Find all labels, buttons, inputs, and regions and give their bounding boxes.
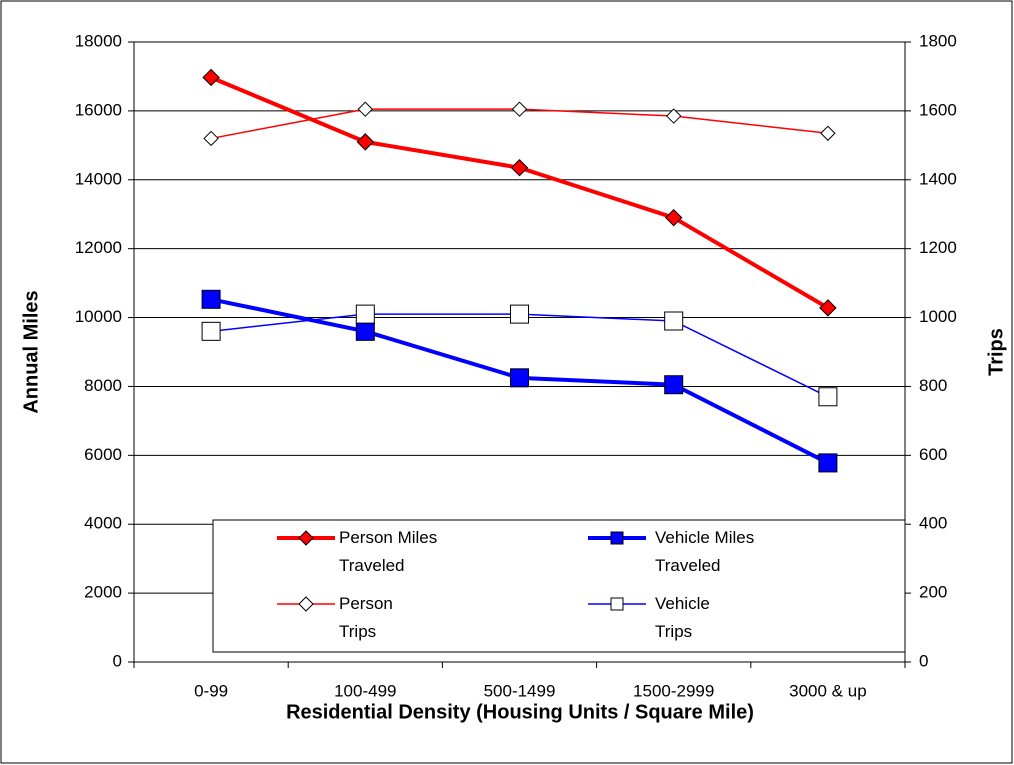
x-tick-label: 1500-2999 — [633, 681, 714, 700]
y-tick-label: 8000 — [84, 376, 122, 395]
y2-axis-title: Trips — [985, 328, 1007, 376]
y-tick-label: 2000 — [84, 583, 122, 602]
marker — [820, 125, 836, 141]
legend-marker — [610, 597, 624, 611]
marker — [819, 299, 837, 317]
marker — [203, 130, 219, 147]
x-tick-label: 3000 & up — [789, 681, 867, 700]
y-tick-label: 0 — [113, 651, 122, 670]
legend-label: Vehicle Trips — [655, 594, 710, 641]
y2-tick-label: 800 — [919, 376, 947, 395]
marker — [201, 321, 221, 341]
marker — [357, 101, 374, 117]
marker — [818, 387, 838, 407]
y-tick-label: 12000 — [75, 238, 122, 257]
y-tick-label: 10000 — [75, 307, 122, 326]
legend-label: Person Miles Traveled — [339, 528, 438, 575]
marker — [510, 368, 529, 388]
plot-frame — [133, 41, 906, 663]
y-tick-label: 16000 — [75, 100, 122, 119]
marker — [356, 133, 375, 151]
marker — [665, 108, 682, 124]
x-tick-label: 500-1499 — [484, 681, 556, 700]
legend-marker — [298, 596, 314, 612]
marker — [511, 101, 528, 117]
marker — [202, 68, 220, 87]
y-tick-label: 14000 — [75, 169, 122, 188]
legend-marker — [298, 530, 314, 546]
y2-tick-label: 1800 — [919, 31, 957, 50]
y-axis-title: Annual Miles — [20, 290, 42, 413]
marker — [201, 289, 221, 309]
marker — [510, 304, 529, 324]
marker — [355, 321, 375, 341]
y-tick-label: 6000 — [84, 445, 122, 464]
y2-tick-label: 400 — [919, 514, 947, 533]
y2-tick-label: 200 — [919, 583, 947, 602]
legend-label: Person Trips — [339, 594, 393, 641]
x-axis-title: Residential Density (Housing Units / Squ… — [286, 701, 754, 723]
y-tick-label: 18000 — [75, 31, 122, 50]
marker — [818, 453, 838, 473]
x-tick-label: 100-499 — [334, 681, 396, 700]
y2-tick-label: 1600 — [919, 100, 957, 119]
y2-tick-label: 600 — [919, 445, 947, 464]
y2-tick-label: 1000 — [919, 307, 957, 326]
marker — [510, 159, 529, 177]
legend-marker — [610, 531, 624, 545]
x-tick-label: 0-99 — [194, 681, 228, 700]
marker — [355, 304, 375, 324]
y2-tick-label: 1200 — [919, 238, 957, 257]
y2-tick-label: 1400 — [919, 169, 957, 188]
y2-tick-label: 0 — [919, 651, 928, 670]
y-tick-label: 4000 — [84, 514, 122, 533]
legend-label: Vehicle Miles Traveled — [655, 528, 755, 575]
marker — [664, 208, 683, 227]
marker — [664, 375, 684, 395]
marker — [664, 311, 684, 331]
legend-box — [212, 519, 906, 653]
